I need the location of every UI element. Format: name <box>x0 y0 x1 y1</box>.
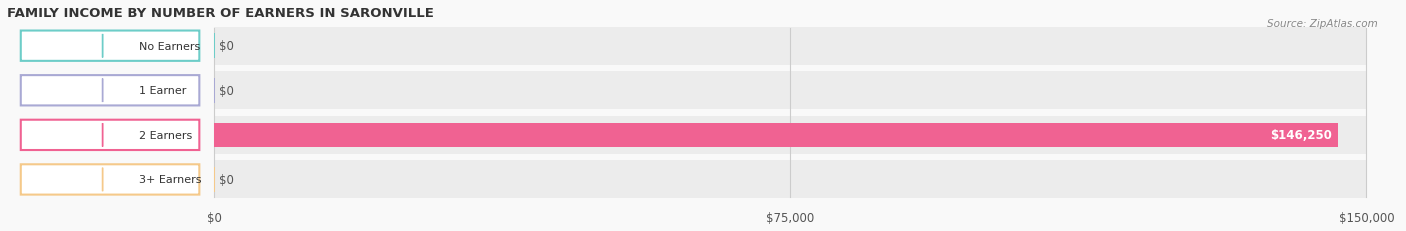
FancyBboxPatch shape <box>21 76 200 106</box>
Text: $0: $0 <box>219 173 233 186</box>
Bar <box>214 161 1367 198</box>
Text: $0: $0 <box>219 40 233 53</box>
Bar <box>214 116 1367 154</box>
Text: 2 Earners: 2 Earners <box>139 130 193 140</box>
Text: $0: $0 <box>219 84 233 97</box>
FancyBboxPatch shape <box>21 31 200 62</box>
Text: 3+ Earners: 3+ Earners <box>139 175 202 185</box>
Text: FAMILY INCOME BY NUMBER OF EARNERS IN SARONVILLE: FAMILY INCOME BY NUMBER OF EARNERS IN SA… <box>7 7 434 20</box>
Text: No Earners: No Earners <box>139 42 201 52</box>
Bar <box>214 123 1337 147</box>
Text: 1 Earner: 1 Earner <box>139 86 187 96</box>
Bar <box>214 28 1367 65</box>
Text: Source: ZipAtlas.com: Source: ZipAtlas.com <box>1267 18 1378 28</box>
FancyBboxPatch shape <box>21 164 200 195</box>
Text: $146,250: $146,250 <box>1270 129 1331 142</box>
Bar <box>214 72 1367 110</box>
FancyBboxPatch shape <box>21 120 200 150</box>
